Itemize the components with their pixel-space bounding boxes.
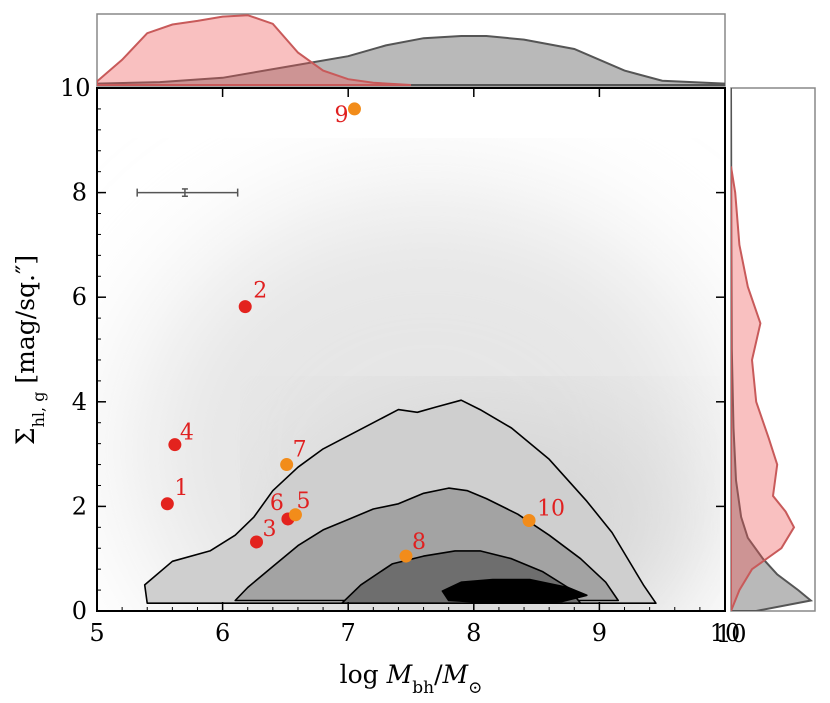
right-marginal-panel: 10: [716, 87, 816, 648]
top-marginal-frame: [96, 13, 726, 87]
red-point-label-4: 4: [180, 421, 194, 446]
contour-core: [441, 578, 588, 604]
x-tick-label: 10: [710, 619, 741, 647]
red-point-label-6: 6: [270, 491, 284, 516]
right-kde-red: [731, 166, 796, 611]
orange-point-label-8: 8: [412, 530, 426, 555]
y-tick-label: 0: [72, 597, 87, 625]
red-point-label-1: 1: [174, 476, 188, 501]
orange-point-label-7: 7: [293, 438, 307, 463]
y-tick-label: 2: [72, 492, 87, 520]
red-point-1: [160, 497, 174, 511]
top-marginal-ref-label: 10: [60, 74, 91, 102]
red-point-3: [250, 535, 264, 549]
top-marginal-panel: 10: [60, 13, 726, 102]
data-points: 1 2 3 4 6 5 7 8 9 10: [160, 102, 565, 563]
x-tick-label: 6: [215, 619, 230, 647]
red-point-4: [168, 438, 182, 452]
orange-point-label-5: 5: [296, 489, 310, 514]
orange-point-label-10: 10: [537, 497, 565, 522]
orange-point-8: [399, 549, 413, 563]
orange-point-10: [522, 514, 536, 528]
x-tick-label: 9: [592, 619, 607, 647]
x-tick-label: 5: [89, 619, 104, 647]
right-marginal-kde: [731, 88, 814, 611]
orange-point-label-9: 9: [334, 103, 348, 128]
plot-frame: [96, 87, 726, 612]
x-axis-title: log Mbh/M⊙: [340, 660, 483, 698]
orange-point-7: [280, 458, 294, 472]
red-point-label-3: 3: [263, 517, 277, 542]
orange-point-9: [347, 102, 361, 116]
y-tick-label: 6: [72, 283, 87, 311]
red-point-label-2: 2: [253, 279, 267, 304]
top-marginal-kde: [97, 14, 725, 86]
top-kde-red: [97, 14, 412, 86]
red-point-2: [238, 300, 252, 314]
error-bar: [136, 188, 239, 198]
x-tick-label: 8: [466, 619, 481, 647]
x-tick-label: 7: [341, 619, 356, 647]
right-marginal-frame: [730, 87, 816, 612]
density-contours: [143, 399, 657, 604]
y-tick-label: 8: [72, 179, 87, 207]
orange-point-5: [288, 508, 302, 522]
y-tick-label: 4: [72, 388, 87, 416]
y-axis-title: Σhl, g [mag/sq.″]: [11, 255, 48, 445]
right-marginal-ref-label: 10: [716, 620, 747, 648]
top-kde-gray: [97, 35, 725, 86]
